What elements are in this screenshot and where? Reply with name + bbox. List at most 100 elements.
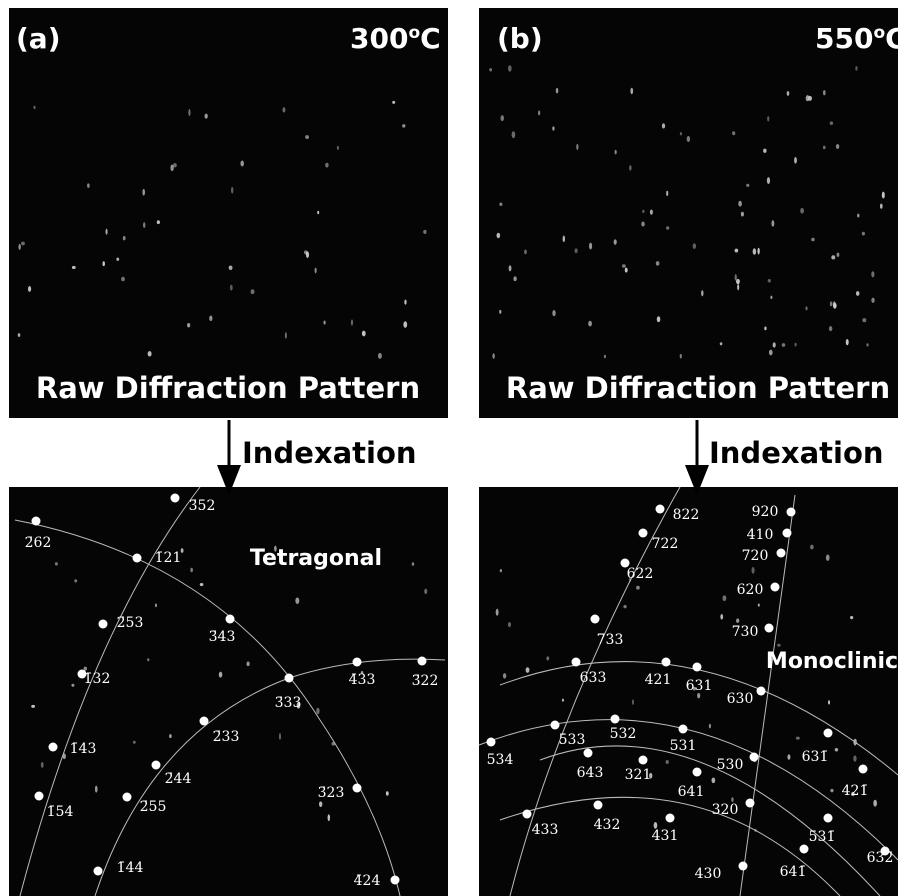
phase-label: Monoclinic <box>766 649 898 674</box>
faint-spot <box>204 114 207 119</box>
faint-spot <box>121 277 125 282</box>
faint-spot <box>31 705 35 708</box>
spot-label: 631 <box>686 678 713 694</box>
spot-dot <box>679 725 688 734</box>
faint-spot <box>856 291 860 296</box>
faint-spot <box>837 253 840 257</box>
spot-label: 641 <box>678 784 705 800</box>
spot-label: 432 <box>594 817 621 833</box>
faint-spot <box>862 318 866 322</box>
spot-dot <box>662 658 671 667</box>
faint-spot <box>499 310 501 314</box>
faint-spot <box>866 343 868 346</box>
spot-label: 410 <box>747 527 774 543</box>
faint-spot <box>629 165 631 171</box>
faint-spot <box>615 150 617 154</box>
faint-spot <box>757 248 759 255</box>
faint-spot <box>701 290 703 296</box>
faint-spot <box>328 814 330 821</box>
spot-label: 3̄23 <box>318 785 345 801</box>
faint-spot <box>147 658 149 661</box>
faint-spot <box>687 136 690 142</box>
spot-label: 920 <box>752 504 779 520</box>
spot-label: 720 <box>742 548 769 564</box>
figure: (a) 300oC Raw Diffraction Pattern (b) 55… <box>0 0 908 896</box>
faint-spot <box>751 567 754 574</box>
spot-dot <box>666 814 675 823</box>
spot-label: 633 <box>580 670 607 686</box>
faint-spot <box>402 124 405 128</box>
spot-dot <box>487 738 496 747</box>
spot-label: 1̄54 <box>47 804 74 820</box>
faint-spot <box>55 562 58 565</box>
faint-spot <box>794 157 797 164</box>
spot-label: 643 <box>577 765 604 781</box>
faint-spot <box>538 110 540 115</box>
faint-spot <box>200 583 204 586</box>
faint-spot <box>305 135 309 139</box>
faint-spot <box>188 109 190 116</box>
spot-dot <box>551 721 560 730</box>
faint-spot <box>732 131 735 135</box>
spot-label: 1̄21 <box>155 550 182 566</box>
faint-spot <box>836 144 839 149</box>
spot-label: 620 <box>737 582 764 598</box>
faint-spot <box>102 261 104 266</box>
faint-spot <box>767 177 770 184</box>
spot-label: 531̄ <box>809 829 836 845</box>
faint-spot <box>21 242 25 246</box>
spot-dot <box>152 761 161 770</box>
spot-label: 3̄33 <box>275 695 302 711</box>
faint-spot <box>763 149 766 153</box>
faint-spot <box>666 760 669 764</box>
faint-spot <box>680 354 682 359</box>
faint-spot <box>589 243 592 250</box>
raw-pattern-a <box>9 8 448 418</box>
faint-spot <box>279 733 281 740</box>
spot-dot <box>824 814 833 823</box>
faint-spot <box>412 562 414 566</box>
spot-label: 3̄43 <box>209 629 236 645</box>
faint-spot <box>642 210 644 213</box>
spot-label: 622 <box>627 566 654 582</box>
panel-caption: Raw Diffraction Pattern <box>36 371 420 405</box>
spot-label: 630 <box>727 691 754 707</box>
faint-spot <box>736 279 740 284</box>
spot-dot <box>739 862 748 871</box>
faint-spot <box>285 332 287 339</box>
faint-spot <box>496 609 499 616</box>
spot-label: 4̄33 <box>349 672 376 688</box>
faint-spot <box>831 255 835 259</box>
faint-spot <box>666 226 669 229</box>
faint-spot <box>513 276 516 281</box>
faint-spot <box>741 212 744 217</box>
faint-spot <box>720 614 723 619</box>
faint-spot <box>169 734 171 738</box>
faint-spot <box>170 164 173 171</box>
temperature-number: 550 <box>815 22 873 55</box>
raw-pattern-b <box>479 8 898 418</box>
faint-spot <box>693 243 696 249</box>
faint-spot <box>247 662 250 667</box>
faint-spot <box>351 319 353 325</box>
spot-dot <box>99 620 108 629</box>
faint-spot <box>777 644 781 647</box>
faint-spot <box>770 296 772 299</box>
faint-spot <box>830 121 833 125</box>
faint-spot <box>28 286 31 292</box>
spot-label: 431 <box>652 828 679 844</box>
faint-spot <box>796 737 800 740</box>
faint-spot <box>805 306 807 310</box>
temperature-number: 300 <box>350 22 408 55</box>
spot-dot <box>32 517 41 526</box>
faint-spot <box>835 748 838 751</box>
faint-spot <box>709 724 711 728</box>
faint-spot <box>800 208 804 214</box>
faint-spot <box>575 248 578 253</box>
faint-spot <box>636 586 640 590</box>
faint-spot <box>771 220 774 226</box>
spot-dot <box>787 508 796 517</box>
faint-spot <box>378 353 382 359</box>
faint-spot <box>18 333 21 337</box>
spot-dot <box>171 494 180 503</box>
